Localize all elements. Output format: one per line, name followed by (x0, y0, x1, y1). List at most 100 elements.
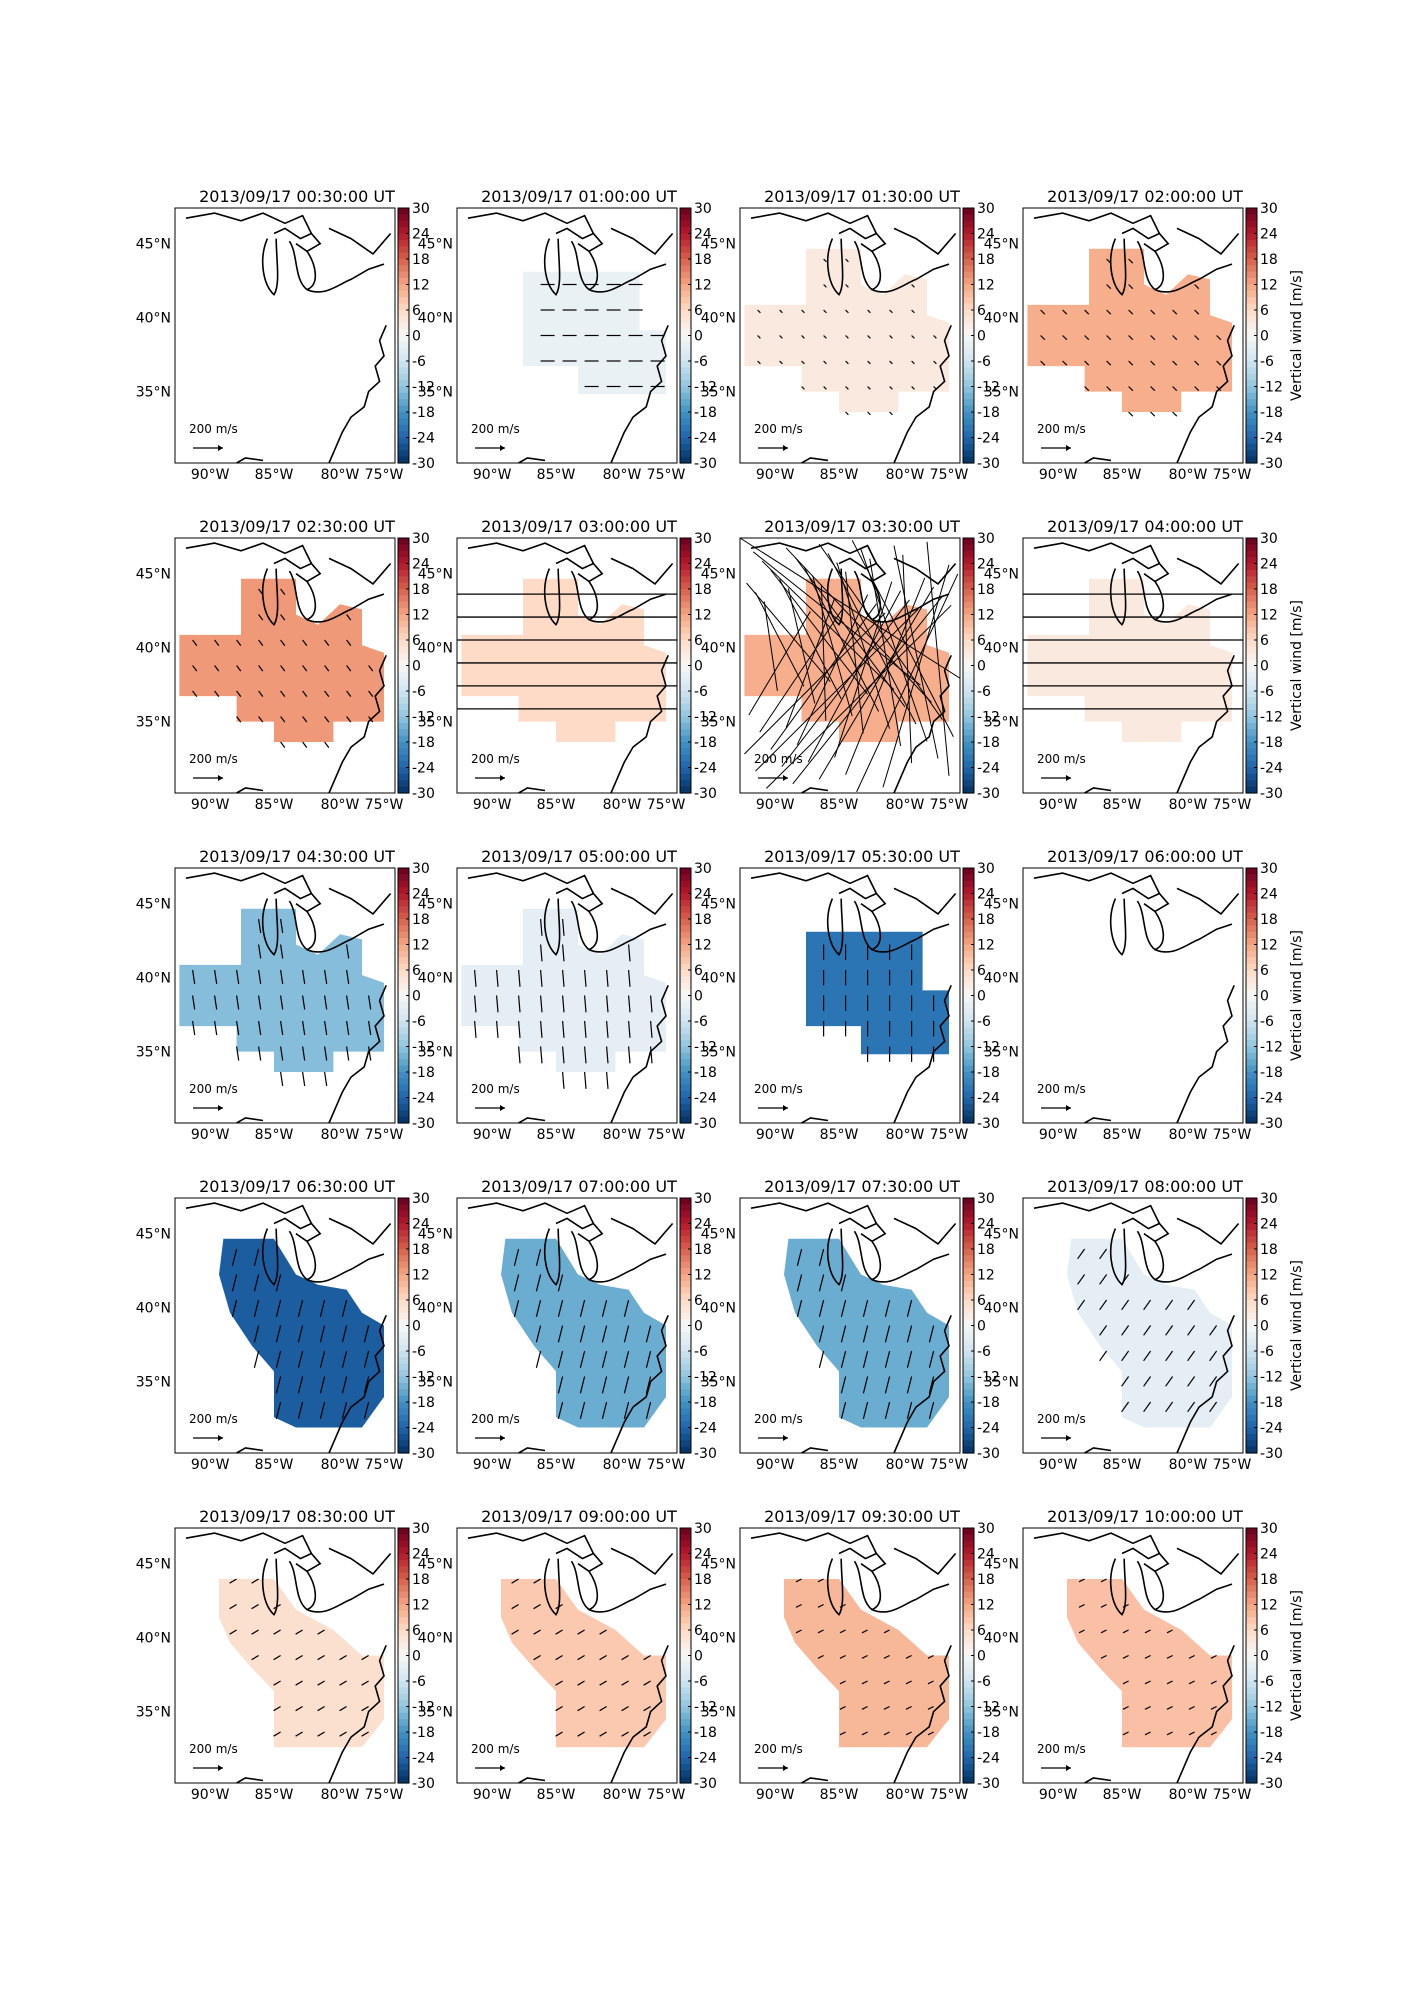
lon-tick-label: 90°W (756, 1787, 795, 1803)
colorbar-segment (1246, 563, 1257, 571)
wind-vector (236, 1046, 240, 1061)
coastline (543, 1228, 561, 1286)
colorbar-segment (398, 290, 409, 298)
scale-label: 200 m/s (754, 1412, 803, 1426)
wind-vector (533, 1603, 541, 1610)
wind-vector (1077, 1248, 1086, 1260)
scale-arrowhead (500, 1105, 505, 1111)
colorbar-segment (1246, 329, 1257, 337)
panel-title: 2013/09/17 08:30:00 UT (199, 1507, 395, 1526)
colorbar-segment (398, 1687, 409, 1695)
lon-tick-label: 85°W (255, 1127, 294, 1143)
colorbar-tick-label: 6 (1260, 633, 1269, 649)
colorbar-segment (963, 716, 974, 724)
colorbar-tick-label: -24 (694, 1751, 717, 1767)
colorbar-segment (1246, 950, 1257, 958)
wind-vector (861, 1705, 868, 1710)
wind-vector (862, 1350, 869, 1368)
colorbar-tick-label: -24 (1260, 431, 1283, 447)
panel-title: 2013/09/17 07:30:00 UT (764, 1177, 960, 1196)
wind-vector (474, 1020, 477, 1038)
colorbar-segment (1246, 373, 1257, 381)
colorbar-segment (1246, 1217, 1257, 1225)
wind-vector (795, 1629, 802, 1634)
wind-vector (1194, 309, 1200, 315)
colorbar-segment (963, 1363, 974, 1371)
colorbar-tick-label: 30 (694, 1191, 712, 1207)
lon-tick-label: 75°W (930, 1127, 969, 1143)
colorbar-segment (398, 1402, 409, 1409)
colorbar-tick-label: -18 (412, 405, 435, 421)
colorbar-segment (1246, 748, 1257, 756)
lon-tick-label: 75°W (930, 1457, 969, 1473)
wind-vector (258, 1020, 262, 1036)
colorbar-segment (963, 1446, 974, 1454)
wind-vector (817, 1629, 824, 1634)
colorbar-tick-label: -18 (694, 405, 717, 421)
scale-arrowhead (500, 445, 505, 451)
colorbar-segment (963, 748, 974, 756)
colorbar-segment (398, 1585, 409, 1593)
coastline (543, 1558, 561, 1616)
track-line (787, 588, 816, 704)
colorbar-segment (680, 1268, 691, 1276)
wind-vector (839, 1654, 846, 1659)
wind-vector (1210, 1731, 1217, 1736)
colorbar-tick-label: -6 (1260, 354, 1274, 370)
colorbar-segment (1246, 767, 1257, 775)
map-frame (739, 1527, 961, 1784)
colorbar-segment (398, 659, 409, 667)
coastline (306, 593, 385, 623)
colorbar-segment (963, 893, 974, 901)
wind-vector (1062, 360, 1068, 366)
colorbar-label: Vertical wind [m/s] (1289, 270, 1305, 401)
wind-vector (643, 1680, 651, 1686)
colorbar-segment (398, 1052, 409, 1060)
colorbar-segment (680, 1402, 691, 1409)
wind-vector (324, 969, 328, 985)
coastline (328, 1547, 392, 1575)
colorbar-segment (398, 1223, 409, 1231)
colorbar-segment (398, 341, 409, 349)
colorbar-segment (398, 944, 409, 952)
colorbar-segment (680, 1319, 691, 1327)
wind-vector (1106, 284, 1112, 290)
colorbar-tick-label: -18 (1260, 405, 1283, 421)
wind-vector (280, 969, 284, 985)
colorbar-segment (1246, 703, 1257, 711)
wind-vector (862, 1401, 869, 1419)
colorbar-tick-label: -6 (412, 684, 426, 700)
colorbar-segment (1246, 341, 1257, 349)
track-line (807, 590, 902, 763)
wind-vector (1121, 1350, 1130, 1362)
wind-region (219, 1579, 384, 1748)
coastline (610, 324, 669, 464)
colorbar-segment (680, 1223, 691, 1231)
wind-vector (883, 1629, 890, 1634)
lat-tick-label: 40°N (984, 1631, 1019, 1647)
wind-vector (513, 1274, 520, 1292)
wind-vector (839, 1731, 846, 1736)
wind-vector (1106, 335, 1112, 341)
colorbar-segment (963, 456, 974, 464)
colorbar-segment (680, 405, 691, 413)
wind-vector (1209, 1376, 1218, 1387)
wind-region (179, 908, 384, 1072)
colorbar-segment (680, 1389, 691, 1397)
colorbar-segment (398, 1572, 409, 1580)
coastline (1154, 593, 1233, 623)
wind-vector (839, 1705, 846, 1710)
colorbar-segment (963, 1744, 974, 1752)
colorbar-tick-label: 30 (412, 1521, 430, 1537)
coastline (1176, 1644, 1235, 1784)
wind-vector (1143, 1325, 1152, 1336)
wind-region (1067, 1238, 1232, 1428)
wind-vector (927, 1654, 934, 1659)
colorbar-segment (680, 348, 691, 356)
lon-tick-label: 75°W (365, 1127, 404, 1143)
colorbar-segment (680, 1446, 691, 1454)
colorbar-segment (963, 259, 974, 266)
colorbar-segment (963, 957, 974, 965)
wind-vector (1106, 309, 1112, 315)
colorbar-segment (398, 544, 409, 552)
